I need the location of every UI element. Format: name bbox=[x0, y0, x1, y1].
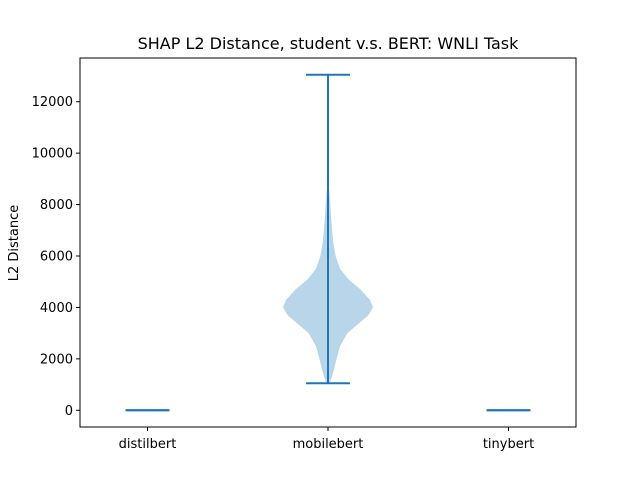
y-tick-label: 6000 bbox=[40, 250, 73, 265]
y-tick-label: 8000 bbox=[40, 198, 73, 213]
x-tick-label: distilbert bbox=[119, 437, 177, 452]
y-axis-label: L2 Distance bbox=[7, 205, 22, 282]
x-tick-label: tinybert bbox=[483, 437, 534, 452]
plot-area: 0 2000 4000 6000 8000 10000 12000 distilbert mob… bbox=[32, 73, 534, 452]
y-tick-label: 10000 bbox=[32, 147, 73, 162]
y-tick-label: 2000 bbox=[40, 352, 73, 367]
plot-frame bbox=[79, 57, 577, 428]
y-tick-label: 0 bbox=[65, 404, 73, 419]
x-tick-label: mobilebert bbox=[293, 437, 364, 452]
y-tick-label: 4000 bbox=[40, 301, 73, 316]
y-tick-label: 12000 bbox=[32, 95, 73, 110]
chart-title: SHAP L2 Distance, student v.s. BERT: WNL… bbox=[138, 34, 520, 53]
